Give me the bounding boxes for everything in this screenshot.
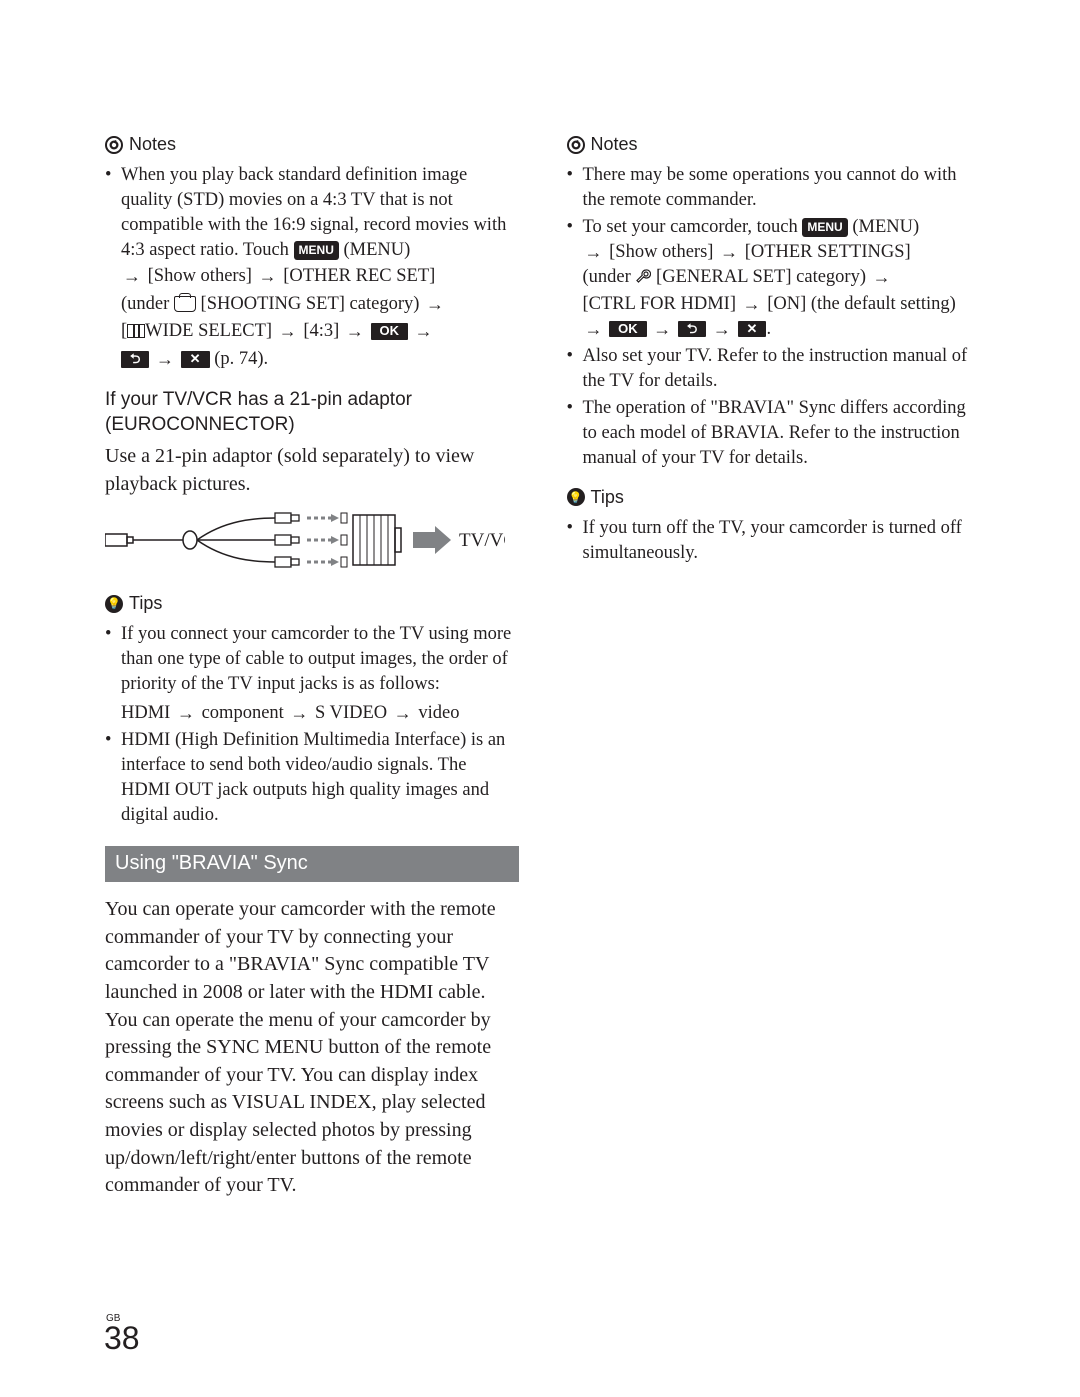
tips-list-left: If you connect your camcorder to the TV … (105, 622, 519, 828)
note-item: To set your camcorder, touch MENU (MENU)… (567, 215, 981, 342)
tips-header-left: 💡 Tips (105, 593, 519, 614)
arrow-icon: → (718, 240, 740, 264)
tips-list-right: If you turn off the TV, your camcorder i… (567, 516, 981, 566)
back-badge-icon: ⮌ (121, 351, 149, 368)
arrow-icon: → (175, 701, 197, 725)
tips-label: Tips (591, 487, 624, 508)
arrow-icon: → (711, 317, 733, 341)
arrow-icon: → (871, 265, 893, 289)
tip-item: HDMI (High Definition Multimedia Interfa… (105, 728, 519, 828)
tips-label: Tips (129, 593, 162, 614)
page-number: GB 38 (104, 1313, 140, 1357)
arrow-icon: → (344, 318, 366, 345)
note-item: The operation of "BRAVIA" Sync differs a… (567, 396, 981, 471)
arrow-icon: → (392, 701, 414, 725)
euroconnector-body: Use a 21-pin adaptor (sold separately) t… (105, 443, 519, 498)
close-badge-icon: ✕ (738, 321, 767, 338)
notes-label: Notes (591, 134, 638, 155)
wrench-icon (635, 267, 651, 292)
connection-diagram: TV/VCR (105, 510, 519, 575)
arrow-icon: → (277, 318, 299, 345)
menu-badge-icon: MENU (802, 218, 847, 237)
page-num: 38 (104, 1320, 140, 1356)
arrow-icon: → (257, 263, 279, 290)
arrow-icon: → (121, 263, 143, 290)
tips-icon: 💡 (105, 595, 123, 613)
camera-icon (174, 296, 196, 312)
ok-badge-icon: OK (609, 321, 647, 338)
arrow-icon: → (583, 240, 605, 264)
bravia-paragraph-2: You can operate the menu of your camcord… (105, 1007, 519, 1200)
notes-label: Notes (129, 134, 176, 155)
notes-icon (105, 136, 123, 154)
left-column: Notes When you play back standard defini… (105, 130, 519, 1212)
notes-list-right: There may be some operations you cannot … (567, 163, 981, 471)
arrow-icon: → (154, 346, 176, 373)
tips-header-right: 💡 Tips (567, 487, 981, 508)
notes-list-left: When you play back standard definition i… (105, 163, 519, 374)
tip-item: If you connect your camcorder to the TV … (105, 622, 519, 726)
note-item: When you play back standard definition i… (105, 163, 519, 374)
close-badge-icon: ✕ (181, 351, 210, 368)
notes-icon (567, 136, 585, 154)
arrow-icon: → (288, 701, 310, 725)
arrow-icon: → (424, 291, 446, 318)
bravia-sync-banner: Using "BRAVIA" Sync (105, 846, 519, 882)
back-badge-icon: ⮌ (678, 321, 706, 338)
note-item: Also set your TV. Refer to the instructi… (567, 344, 981, 394)
page-content: Notes When you play back standard defini… (0, 0, 1080, 1252)
arrow-icon: → (583, 317, 605, 341)
arrow-icon: → (413, 318, 435, 345)
menu-badge-icon: MENU (294, 241, 339, 260)
bravia-paragraph-1: You can operate your camcorder with the … (105, 896, 519, 1006)
notes-header-right: Notes (567, 134, 981, 155)
arrow-icon: → (741, 292, 763, 316)
euroconnector-heading: If your TV/VCR has a 21-pin adaptor (EUR… (105, 388, 519, 437)
note-item: There may be some operations you cannot … (567, 163, 981, 213)
diagram-label: TV/VCR (459, 530, 505, 551)
arrow-icon: → (651, 317, 673, 341)
right-column: Notes There may be some operations you c… (567, 130, 981, 1212)
tip-item: If you turn off the TV, your camcorder i… (567, 516, 981, 566)
grid-icon (127, 324, 145, 338)
tips-icon: 💡 (567, 488, 585, 506)
notes-header-left: Notes (105, 134, 519, 155)
ok-badge-icon: OK (371, 323, 409, 340)
